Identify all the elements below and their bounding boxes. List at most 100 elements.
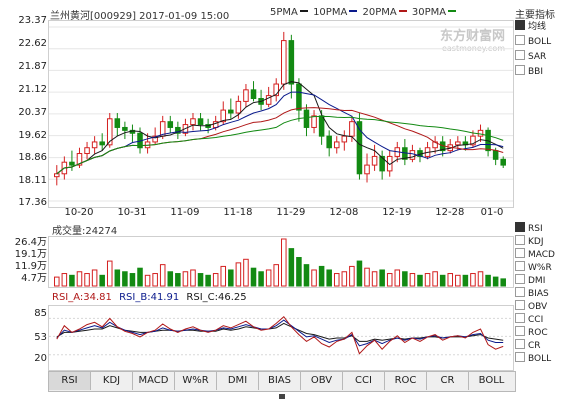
rsi-panel <box>48 305 514 371</box>
tab-dmi[interactable]: DMI <box>217 372 259 390</box>
volume-bar-down <box>129 273 136 287</box>
candle-up <box>76 153 83 166</box>
checkbox-icon <box>515 222 525 232</box>
tab-bias[interactable]: BIAS <box>259 372 301 390</box>
indicator-boll[interactable]: BOLL <box>515 35 551 48</box>
sub-indicator-list: RSI KDJ MACD W%R DMI BIAS OBV CCI ROC CR… <box>515 222 564 382</box>
price-tick: 19.62 <box>18 130 47 141</box>
indicator-sar[interactable]: SAR <box>515 50 546 63</box>
price-tick: 20.37 <box>18 107 47 118</box>
ma30-line <box>56 115 504 175</box>
sub-indicator-rsi[interactable]: RSI <box>515 222 543 235</box>
candle-down <box>379 155 385 172</box>
volume-tick: 26.4万 <box>14 237 47 248</box>
sub-indicator-wr[interactable]: W%R <box>515 261 552 274</box>
candle-down <box>197 118 204 126</box>
ma5-line <box>56 81 504 175</box>
candle-down <box>114 118 121 128</box>
volume-chart <box>54 238 506 287</box>
candle-up <box>371 155 378 166</box>
candle-up <box>311 115 317 128</box>
checkbox-icon <box>515 313 525 323</box>
rsi-legend: RSI_A:34.81 RSI_B:41.91 RSI_C:46.25 <box>52 292 247 303</box>
volume-axis: 26.4万 19.1万 11.9万 4.7万 <box>0 230 47 290</box>
candle-up <box>91 141 98 149</box>
sub-indicator-roc[interactable]: ROC <box>515 326 548 339</box>
indicator-ma[interactable]: 均线 <box>515 20 546 33</box>
checkbox-icon <box>515 50 525 60</box>
volume-bar-down <box>99 274 105 287</box>
price-panel: 东方财富网 eastmoney.com <box>48 20 514 208</box>
checkbox-icon <box>515 65 525 75</box>
candle-up <box>364 164 370 175</box>
checkbox-icon <box>515 352 525 362</box>
rsi-tick: 53 <box>34 332 47 343</box>
candle-up <box>54 173 60 178</box>
tab-wr[interactable]: W%R <box>175 372 217 390</box>
volume-bar-up <box>394 269 401 287</box>
candle-up <box>106 118 113 146</box>
price-tick: 22.62 <box>18 38 47 49</box>
price-tick: 17.36 <box>18 197 47 208</box>
tab-macd[interactable]: MACD <box>133 372 175 390</box>
indicator-bbi[interactable]: BBI <box>515 65 543 78</box>
volume-tick: 11.9万 <box>14 261 47 272</box>
candle-up <box>333 141 340 149</box>
tab-rsi[interactable]: RSI <box>49 372 91 390</box>
candle-down <box>303 109 310 128</box>
volume-bar-up <box>91 269 98 287</box>
candle-down <box>356 121 363 175</box>
volume-bar-up <box>235 262 242 287</box>
volume-bar-up <box>190 269 196 287</box>
candle-up <box>273 83 279 97</box>
ma-legend-item: 10PMA <box>313 7 359 18</box>
checkbox-icon <box>515 261 525 271</box>
sub-indicator-cr[interactable]: CR <box>515 339 541 352</box>
volume-bar-up <box>447 273 454 287</box>
date-tick: 11-18 <box>223 207 253 218</box>
sub-indicator-boll[interactable]: BOLL <box>515 352 551 365</box>
date-tick: 11-29 <box>276 207 306 218</box>
sub-indicator-bias[interactable]: BIAS <box>515 287 549 300</box>
ma-legend: 5PMA 10PMA 20PMA 30PMA <box>270 7 458 18</box>
tab-roc[interactable]: ROC <box>385 372 427 390</box>
volume-bar-down <box>379 269 385 287</box>
candle-up <box>84 147 90 155</box>
candle-up <box>455 141 461 146</box>
rsi-tick: 20 <box>34 353 47 364</box>
scroll-indicator[interactable] <box>279 394 285 399</box>
candle-up <box>341 135 348 143</box>
sub-indicator-obv[interactable]: OBV <box>515 300 547 313</box>
sub-indicator-kdj[interactable]: KDJ <box>515 235 544 248</box>
volume-bar-up <box>424 273 431 287</box>
volume-bar-up <box>106 260 113 287</box>
ma10-line <box>56 91 504 175</box>
rsi-legend-item: RSI_C:46.25 <box>186 292 247 303</box>
checkbox-icon <box>515 300 525 310</box>
date-axis: 10-20 10-31 11-09 11-18 11-29 12-08 12-19 12-28… <box>48 207 512 221</box>
volume-bar-down <box>500 278 506 287</box>
tab-cr[interactable]: CR <box>427 372 469 390</box>
candle-down <box>492 150 499 160</box>
tab-boll[interactable]: BOLL <box>478 375 505 386</box>
sub-indicator-cci[interactable]: CCI <box>515 313 543 326</box>
price-axis: 23.37 22.62 21.87 21.12 20.37 19.62 18.8… <box>0 0 47 210</box>
checkbox-icon <box>515 20 525 30</box>
sub-indicator-dmi[interactable]: DMI <box>515 274 545 287</box>
tab-obv[interactable]: OBV <box>301 372 343 390</box>
volume-bar-down <box>485 274 491 287</box>
tab-cci[interactable]: CCI <box>343 372 385 390</box>
sub-indicator-macd[interactable]: MACD <box>515 248 555 261</box>
volume-bar-up <box>84 273 90 287</box>
volume-bar-up <box>61 273 68 287</box>
checkbox-icon <box>515 35 525 45</box>
volume-bar-up <box>144 274 151 287</box>
volume-bar-down <box>69 274 75 287</box>
tab-kdj[interactable]: KDJ <box>91 372 133 390</box>
candle-down <box>326 135 332 149</box>
indicator-tabs: RSI KDJ MACD W%R DMI BIAS OBV CCI ROC CR… <box>48 371 516 392</box>
volume-bar-down <box>402 271 408 287</box>
volume-bar-up <box>364 267 370 287</box>
volume-bar-up <box>152 273 158 287</box>
volume-bar-up <box>333 273 340 287</box>
